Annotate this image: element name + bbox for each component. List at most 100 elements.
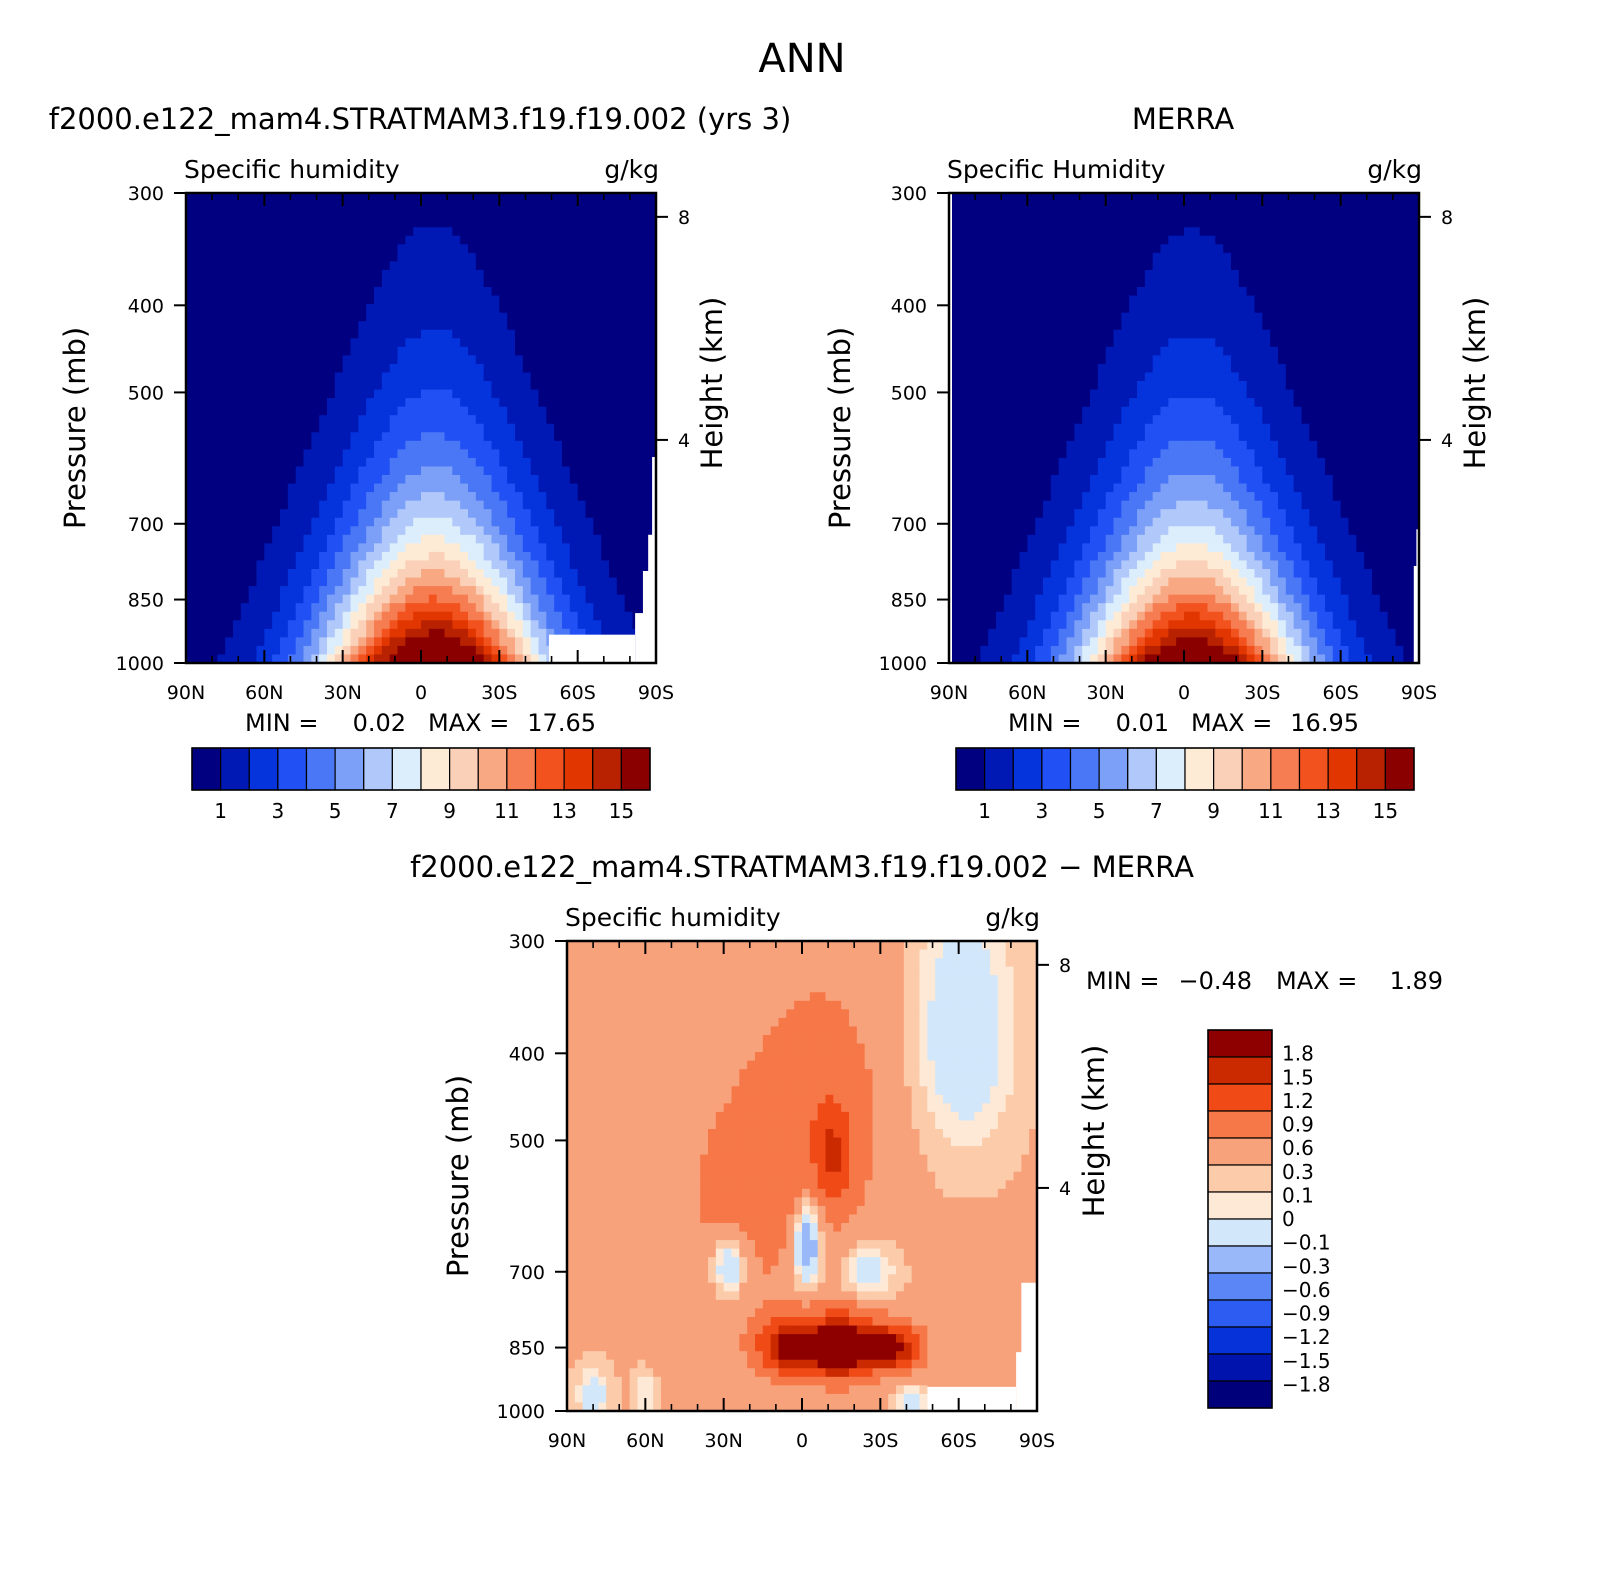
contour-cell xyxy=(1231,381,1240,391)
contour-cell xyxy=(397,543,406,553)
contour-cell xyxy=(1325,269,1334,280)
contour-cell xyxy=(358,586,367,596)
contour-cell xyxy=(1003,261,1013,271)
contour-cell xyxy=(483,363,493,374)
contour-cell xyxy=(1238,218,1248,228)
contour-cell xyxy=(546,201,555,211)
contour-cell xyxy=(334,304,344,314)
contour-cell xyxy=(428,569,438,579)
contour-cell xyxy=(1387,423,1397,433)
contour-cell xyxy=(1293,295,1303,305)
contour-cell xyxy=(1411,287,1419,297)
contour-cell xyxy=(405,210,414,220)
contour-cell xyxy=(530,278,540,288)
contour-cell xyxy=(287,645,297,656)
contour-cell xyxy=(295,645,305,656)
contour-cell xyxy=(264,637,273,647)
contour-cell xyxy=(546,466,555,476)
contour-cell xyxy=(421,594,430,604)
contour-cell xyxy=(522,466,532,476)
contour-cell xyxy=(1082,363,1091,374)
contour-cell xyxy=(319,363,328,374)
contour-cell xyxy=(413,637,422,647)
contour-cell xyxy=(1027,287,1036,297)
contour-cell xyxy=(186,381,195,391)
contour-cell xyxy=(186,534,195,544)
contour-cell xyxy=(303,338,312,348)
contour-cell xyxy=(1325,201,1334,211)
contour-cell xyxy=(389,355,399,365)
contour-cell xyxy=(436,500,446,510)
contour-cell xyxy=(444,355,453,365)
contour-cell xyxy=(601,483,610,493)
contour-cell xyxy=(624,534,634,544)
contour-cell xyxy=(475,252,485,262)
contour-cell xyxy=(334,637,344,647)
contour-cell xyxy=(186,398,195,408)
contour-cell xyxy=(1176,304,1185,314)
contour-cell xyxy=(209,449,218,459)
contour-cell xyxy=(209,466,218,476)
contour-cell xyxy=(468,449,477,459)
contour-cell xyxy=(452,628,461,638)
contour-cell xyxy=(264,363,273,374)
contour-cell xyxy=(1144,372,1154,382)
contour-cell xyxy=(554,218,563,228)
contour-cell xyxy=(436,269,446,280)
contour-cell xyxy=(648,372,656,382)
contour-cell xyxy=(554,372,563,382)
contour-cell xyxy=(287,321,297,331)
contour-cell xyxy=(593,406,602,416)
contour-cell xyxy=(397,492,406,502)
contour-cell xyxy=(1238,261,1248,271)
contour-cell xyxy=(1270,295,1279,305)
contour-cell xyxy=(272,466,281,476)
contour-cell xyxy=(1003,235,1013,245)
contour-cell xyxy=(996,278,1005,288)
contour-cell xyxy=(468,517,477,527)
contour-cell xyxy=(225,500,234,510)
contour-cell xyxy=(413,560,422,570)
contour-cell xyxy=(256,586,265,596)
contour-cell xyxy=(381,534,391,544)
contour-cell xyxy=(624,193,634,203)
contour-cell xyxy=(1223,372,1232,382)
contour-cell xyxy=(295,432,305,442)
contour-cell xyxy=(593,586,602,596)
contour-cell xyxy=(616,560,626,570)
contour-cell xyxy=(530,329,540,339)
contour-cell xyxy=(256,372,265,382)
contour-cell xyxy=(240,492,250,502)
contour-cell xyxy=(1254,415,1263,425)
contour-cell xyxy=(374,372,383,382)
contour-cell xyxy=(1340,338,1350,348)
contour-cell xyxy=(280,534,289,544)
contour-cell xyxy=(1340,312,1350,322)
contour-cell xyxy=(413,517,422,527)
contour-cell xyxy=(311,372,320,382)
contour-cell xyxy=(980,389,989,399)
contour-cell xyxy=(475,620,485,630)
contour-cell xyxy=(1403,261,1412,271)
contour-cell xyxy=(964,201,974,211)
contour-cell xyxy=(577,287,587,297)
contour-cell xyxy=(515,269,524,280)
contour-cell xyxy=(964,287,974,297)
contour-cell xyxy=(1317,321,1326,331)
contour-cell xyxy=(444,466,453,476)
contour-cell xyxy=(1066,261,1075,271)
contour-cell xyxy=(342,440,352,450)
contour-cell xyxy=(248,244,258,254)
contour-cell xyxy=(1090,304,1099,314)
contour-cell xyxy=(1168,193,1177,203)
contour-cell xyxy=(280,269,289,280)
contour-cell xyxy=(272,193,281,203)
contour-cell xyxy=(499,569,508,579)
contour-cell xyxy=(1152,295,1162,305)
contour-cell xyxy=(193,457,203,468)
contour-cell xyxy=(397,338,406,348)
contour-cell xyxy=(1035,278,1044,288)
contour-cell xyxy=(319,577,328,587)
contour-cell xyxy=(569,287,579,297)
contour-cell xyxy=(1356,372,1365,382)
